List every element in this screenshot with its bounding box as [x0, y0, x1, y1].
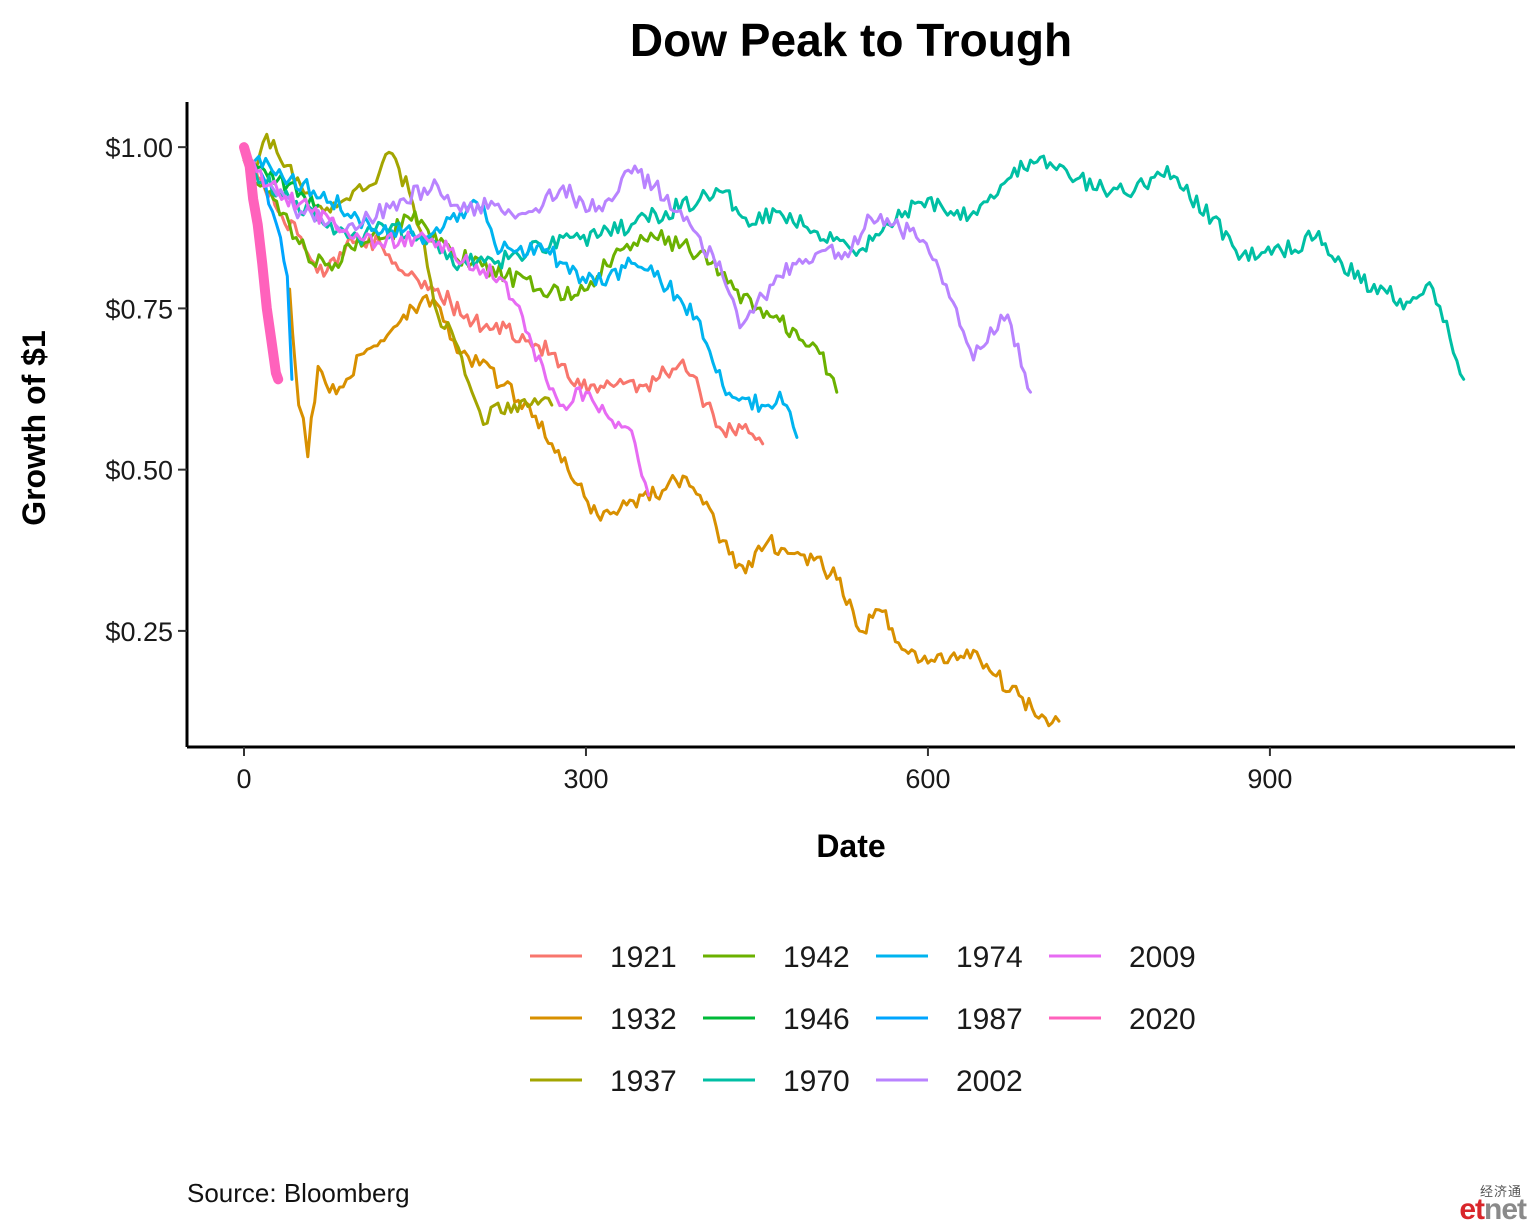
etnet-logo: 经济通 etnet [1438, 1181, 1528, 1227]
y-tick-label: $1.00 [105, 133, 173, 163]
source-caption: Source: Bloomberg [187, 1178, 410, 1208]
series-line-1974 [253, 154, 799, 439]
series-line-1932 [288, 287, 1061, 728]
logo-et: et [1459, 1193, 1485, 1226]
series-line-2009 [248, 160, 651, 497]
legend-label-1921: 1921 [610, 941, 677, 974]
x-tick-label: 0 [236, 764, 251, 794]
legend-label-2002: 2002 [956, 1065, 1023, 1098]
series-line-1937 [242, 132, 554, 426]
legend-label-1942: 1942 [783, 941, 850, 974]
legend-label-2020: 2020 [1129, 1003, 1196, 1036]
x-ticks: 0 300 600 900 [236, 747, 1292, 794]
y-tick-label: $0.25 [105, 617, 173, 647]
logo-net: net [1484, 1193, 1527, 1226]
legend-label-1946: 1946 [783, 1003, 850, 1036]
logo-wordmark: etnet [1459, 1193, 1527, 1227]
series-line-1970 [253, 154, 1466, 381]
legend-label-1937: 1937 [610, 1065, 677, 1098]
legend-label-1970: 1970 [783, 1065, 850, 1098]
series-line-1921 [242, 145, 765, 446]
logo-chinese-text: 经济通 [1479, 1185, 1522, 1200]
series-line-2020 [239, 142, 284, 385]
x-tick-label: 300 [563, 764, 608, 794]
plot-lines [239, 132, 1466, 728]
legend-label-1987: 1987 [956, 1003, 1023, 1036]
x-tick-label: 600 [905, 764, 950, 794]
x-axis-title: Date [816, 828, 885, 864]
y-axis-title: Growth of $1 [16, 330, 52, 526]
series-line-1942 [242, 156, 839, 394]
series-line-1987 [259, 171, 294, 381]
y-tick-label: $0.75 [105, 294, 173, 324]
axes [185, 102, 1515, 749]
series-line-2002 [265, 164, 1032, 394]
legend-label-1974: 1974 [956, 941, 1023, 974]
y-tick-label: $0.50 [105, 456, 173, 486]
legend-label-1932: 1932 [610, 1003, 677, 1036]
x-tick-label: 900 [1247, 764, 1292, 794]
legend: 1921 1932 1937 1942 1946 1970 1974 1987 2002 2009… [530, 941, 1196, 1098]
legend-label-2009: 2009 [1129, 941, 1196, 974]
y-ticks: $0.25 $0.50 $0.75 $1.00 [105, 133, 187, 647]
chart-title: Dow Peak to Trough [630, 14, 1072, 66]
